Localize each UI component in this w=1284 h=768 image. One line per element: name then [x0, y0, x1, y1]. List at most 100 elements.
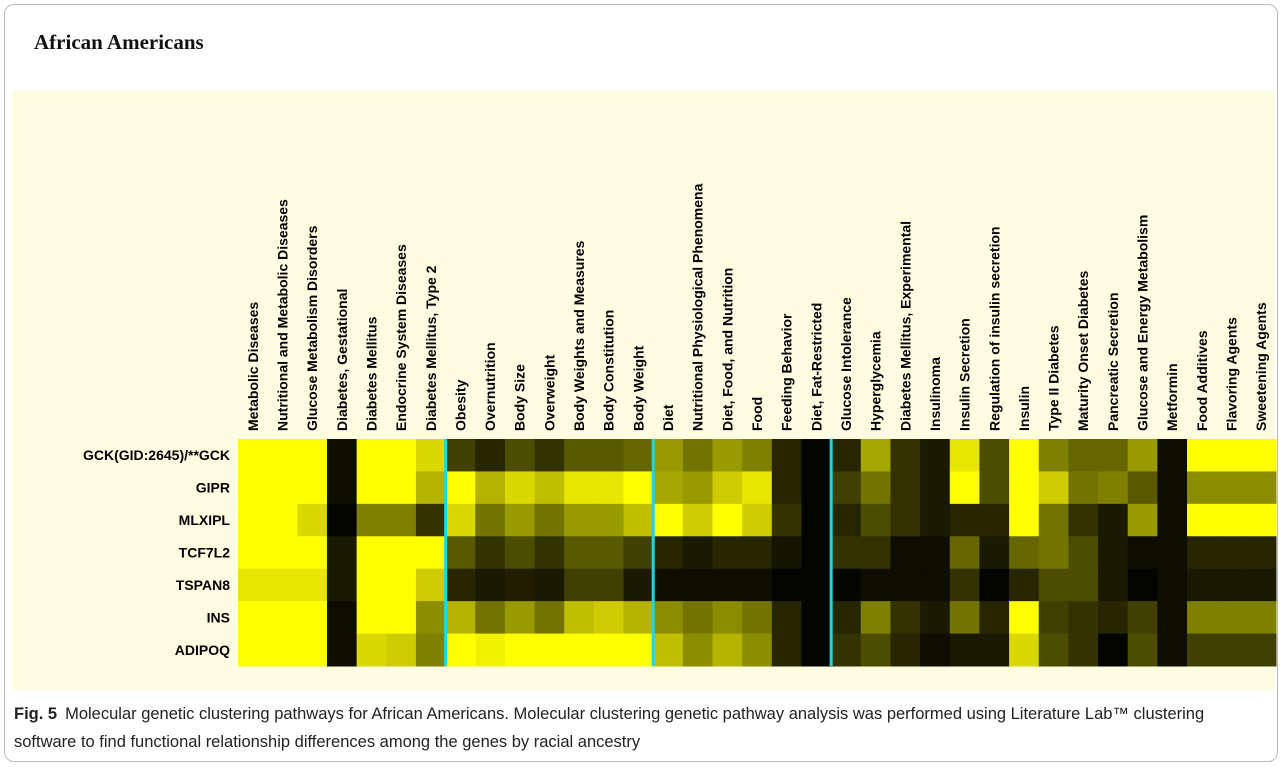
heatmap-cell — [949, 601, 980, 635]
heatmap-cell — [356, 601, 387, 635]
row-label: GIPR — [196, 480, 230, 496]
column-label: Overweight — [541, 354, 557, 431]
heatmap-cell — [1038, 633, 1069, 667]
heatmap-cell — [1098, 601, 1129, 635]
heatmap-cell — [415, 503, 447, 537]
heatmap-cell — [356, 568, 387, 602]
column-label: Obesity — [452, 379, 468, 431]
heatmap-cell — [1098, 439, 1129, 472]
heatmap-cell — [593, 633, 625, 667]
heatmap-cell — [267, 633, 298, 667]
column-label: Diet, Food, and Nutrition — [719, 268, 735, 431]
column-label: Diabetes Mellitus, Experimental — [897, 221, 913, 431]
column-label: Endocrine System Diseases — [393, 244, 409, 431]
heatmap-cell — [475, 601, 506, 635]
heatmap-cell — [475, 471, 506, 505]
heatmap-cell — [475, 503, 506, 537]
heatmap-cell — [1246, 439, 1277, 472]
heatmap-cell — [297, 633, 328, 667]
heatmap-cell — [920, 601, 951, 635]
heatmap-cell — [949, 439, 980, 472]
heatmap-cell — [949, 568, 980, 602]
heatmap-cell — [890, 439, 921, 472]
heatmap-cell — [445, 503, 476, 537]
heatmap-cell — [356, 536, 387, 570]
heatmap-cell — [1009, 471, 1040, 505]
column-label: Glucose Intolerance — [838, 297, 854, 431]
heatmap-cell — [979, 633, 1010, 667]
heatmap-cell — [920, 471, 951, 505]
caption-text: Molecular genetic clustering pathways fo… — [14, 705, 1205, 751]
heatmap-cell — [1068, 536, 1099, 570]
heatmap-cell — [771, 536, 802, 570]
heatmap-cell — [1127, 633, 1158, 667]
heatmap-cell — [386, 633, 417, 667]
heatmap-cell — [1068, 633, 1099, 667]
figure-title: African Americans — [34, 30, 204, 54]
heatmap-cell — [534, 568, 565, 602]
heatmap-cell — [949, 633, 980, 667]
heatmap-cell — [920, 536, 951, 570]
heatmap-cell — [238, 633, 269, 667]
heatmap-cell — [238, 568, 269, 602]
heatmap-cell — [1216, 536, 1247, 570]
heatmap-cell — [653, 601, 684, 635]
column-label: Regulation of insulin secretion — [986, 226, 1002, 431]
column-label: Diabetes Mellitus — [363, 316, 379, 431]
heatmap-cell — [1216, 439, 1247, 472]
heatmap-cell — [801, 601, 832, 635]
heatmap-cell — [475, 439, 506, 472]
heatmap-cell — [297, 568, 328, 602]
row-label: TSPAN8 — [176, 577, 230, 593]
heatmap-cell — [1038, 471, 1069, 505]
heatmap-cell — [742, 503, 773, 537]
heatmap-cell — [831, 633, 862, 667]
column-label: Sweetening Agents — [1253, 302, 1269, 431]
heatmap-cell — [831, 439, 862, 472]
heatmap-cell — [326, 568, 358, 602]
heatmap-cell — [564, 568, 595, 602]
heatmap-cell — [712, 633, 743, 667]
heatmap-cell — [682, 633, 714, 667]
heatmap-cell — [860, 503, 891, 537]
heatmap-cell — [920, 568, 951, 602]
heatmap-cell — [742, 633, 773, 667]
column-label: Diet — [660, 404, 676, 431]
heatmap-cell — [1246, 633, 1277, 667]
heatmap-cell — [297, 471, 328, 505]
heatmap-cell — [593, 471, 625, 505]
heatmap-cell — [534, 439, 565, 472]
heatmap-cell — [831, 503, 862, 537]
heatmap-cell — [831, 568, 862, 602]
column-label: Nutritional and Metabolic Diseases — [274, 199, 290, 431]
heatmap-cell — [682, 439, 714, 472]
heatmap-cell — [445, 633, 476, 667]
heatmap-cell — [920, 633, 951, 667]
row-label: GCK(GID:2645)/**GCK — [83, 447, 230, 463]
heatmap-cell — [860, 633, 891, 667]
heatmap-cell — [1187, 439, 1218, 472]
heatmap-cell — [1127, 439, 1158, 472]
heatmap-cell — [445, 601, 476, 635]
heatmap-cell — [949, 471, 980, 505]
heatmap-cell — [415, 439, 447, 472]
heatmap-cell — [1157, 536, 1188, 570]
heatmap-cell — [831, 536, 862, 570]
heatmap-cell — [1038, 601, 1069, 635]
heatmap-cell — [415, 536, 447, 570]
heatmap-cell — [475, 568, 506, 602]
heatmap-cell — [326, 471, 358, 505]
heatmap-cell — [267, 568, 298, 602]
heatmap-cell — [742, 536, 773, 570]
heatmap-cell — [1068, 601, 1099, 635]
heatmap-cell — [860, 471, 891, 505]
column-label: Type II Diabetes — [1046, 325, 1062, 431]
column-label: Diet, Fat-Restricted — [808, 303, 824, 431]
heatmap-cell — [534, 536, 565, 570]
heatmap-cell — [623, 439, 654, 472]
heatmap-cell — [297, 601, 328, 635]
heatmap: Metabolic Diseases Nutritional and Metabo… — [12, 90, 1277, 690]
heatmap-cell — [682, 536, 714, 570]
heatmap-cell — [1246, 503, 1277, 537]
heatmap-cell — [771, 633, 802, 667]
